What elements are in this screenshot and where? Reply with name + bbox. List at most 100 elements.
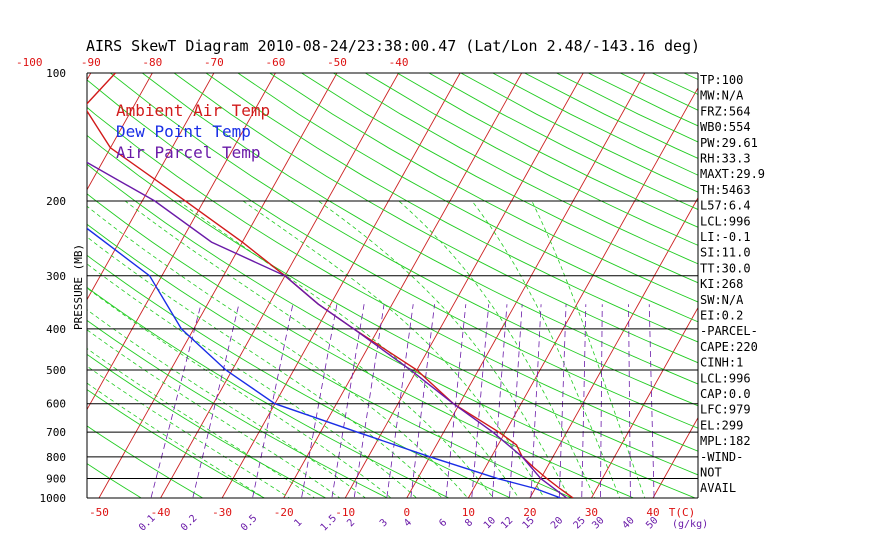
mixing-ratio-line bbox=[252, 304, 294, 498]
pressure-tick-label: 300 bbox=[46, 270, 66, 283]
index-label: WB0:554 bbox=[700, 120, 751, 134]
top-temp-tick-label: -80 bbox=[142, 56, 162, 69]
moist-adiabat-line bbox=[87, 263, 418, 498]
index-label: MW:N/A bbox=[700, 89, 744, 103]
index-label: PW:29.61 bbox=[700, 136, 758, 150]
bottom-temp-tick-label: 0 bbox=[403, 506, 410, 519]
index-label: L57:6.4 bbox=[700, 199, 751, 213]
ticks: -120-110-100-90-80-70-60-50-40-50-40-30-… bbox=[16, 56, 708, 534]
mixing-ratio-label: 0.2 bbox=[179, 513, 200, 534]
mixing-ratio-line bbox=[628, 304, 631, 498]
index-label: SI:11.0 bbox=[700, 246, 751, 260]
isobars: 100 200 300 400 500 600 700 800 900 1000 bbox=[40, 67, 699, 505]
dry-adiabat-line bbox=[87, 254, 512, 498]
mixing-ratio-line bbox=[558, 304, 567, 498]
moist-adiabat-line bbox=[87, 382, 266, 498]
dry-adiabat-line bbox=[460, 73, 698, 193]
dry-adiabat-line bbox=[87, 389, 266, 498]
mixing-ratio-line bbox=[192, 304, 240, 498]
index-label: TH:5463 bbox=[700, 183, 751, 197]
series-line-0 bbox=[87, 73, 574, 498]
mixing-ratio-line bbox=[301, 304, 338, 498]
moist-adiabat-line bbox=[87, 309, 367, 498]
dry-adiabat-line bbox=[428, 73, 698, 210]
dry-adiabat-line bbox=[87, 353, 327, 498]
dry-adiabat-line bbox=[87, 134, 698, 476]
bottom-temp-tick-label: 10 bbox=[462, 506, 475, 519]
dry-adiabat-line bbox=[237, 73, 698, 323]
pressure-tick-label: 800 bbox=[46, 451, 66, 464]
dry-adiabat-line bbox=[748, 73, 870, 507]
top-temp-tick-label: -90 bbox=[81, 56, 101, 69]
dry-adiabat-line bbox=[142, 73, 698, 385]
moist-adiabat-line bbox=[471, 200, 621, 498]
mixing-ratio-line bbox=[509, 304, 523, 498]
legend: Ambient Air Temp Dew Point Temp Air Parcel… bbox=[116, 101, 270, 162]
mixing-ratio-line bbox=[600, 304, 603, 498]
isotherm-line bbox=[160, 73, 399, 498]
bottom-temp-tick-label: 40 bbox=[646, 506, 659, 519]
pressure-tick-label: 900 bbox=[46, 473, 66, 486]
mixing-ratio-label: 40 bbox=[621, 515, 637, 531]
index-label: -WIND- bbox=[700, 450, 743, 464]
index-label: EI:0.2 bbox=[700, 309, 743, 323]
moist-adiabat-line bbox=[124, 200, 494, 498]
top-temp-tick-label: -100 bbox=[16, 56, 43, 69]
isotherm-line bbox=[406, 73, 646, 498]
mixing-ratio-label: 3 bbox=[378, 517, 390, 529]
isotherm-line bbox=[344, 73, 584, 498]
mixing-ratio-label: 1 bbox=[292, 517, 304, 529]
moist-adiabat-line bbox=[178, 200, 520, 498]
mixing-ratio-line bbox=[491, 304, 508, 498]
moist-adiabat-line bbox=[87, 365, 291, 498]
pressure-tick-label: 600 bbox=[46, 398, 66, 411]
mixing-ratio-line bbox=[386, 304, 414, 498]
isotherm-line bbox=[652, 416, 698, 498]
isotherm-line bbox=[591, 306, 698, 498]
index-label: CAPE:220 bbox=[700, 340, 758, 354]
dry-adiabat-line bbox=[87, 425, 204, 498]
isotherm-line bbox=[87, 73, 276, 411]
top-temp-tick-label: -50 bbox=[327, 56, 347, 69]
bottom-temp-tick-label: -10 bbox=[335, 506, 355, 519]
mixing-ratio-line bbox=[530, 304, 542, 498]
mixing-ratio-label: 8 bbox=[463, 517, 475, 529]
pressure-tick-label: 700 bbox=[46, 426, 66, 439]
legend-entry: Dew Point Temp bbox=[116, 122, 251, 141]
moist-adiabat-line bbox=[242, 200, 545, 498]
dry-adiabat-line bbox=[87, 286, 450, 498]
top-temp-tick-label: -60 bbox=[266, 56, 286, 69]
mixing-ratio-label: 20 bbox=[549, 515, 565, 531]
index-label: EL:299 bbox=[700, 418, 743, 432]
isotherm-line bbox=[221, 73, 461, 498]
moist-adiabat-line bbox=[87, 205, 469, 498]
series-line-2 bbox=[87, 161, 568, 498]
isotherm-line bbox=[87, 73, 215, 301]
bottom-temp-tick-label: 20 bbox=[523, 506, 536, 519]
legend-entry: Air Parcel Temp bbox=[116, 143, 261, 162]
moist-adiabat-line bbox=[87, 348, 316, 498]
dry-adiabat-line bbox=[269, 73, 698, 303]
top-temp-tick-label: -40 bbox=[389, 56, 409, 69]
dry-adiabat-line bbox=[87, 193, 635, 498]
moist-adiabat-line bbox=[531, 200, 646, 498]
index-label: CINH:1 bbox=[700, 356, 743, 370]
mixing-ratio-line bbox=[648, 304, 655, 498]
index-label: MPL:182 bbox=[700, 434, 751, 448]
index-label: TP:100 bbox=[700, 73, 743, 87]
index-label: LCL:996 bbox=[700, 214, 751, 228]
isotherm-line bbox=[529, 196, 698, 498]
index-label: KI:268 bbox=[700, 277, 743, 291]
grid bbox=[87, 73, 870, 507]
index-label: SW:N/A bbox=[700, 293, 744, 307]
pressure-tick-label: 500 bbox=[46, 364, 66, 377]
x-axis-label: T(C) bbox=[669, 506, 696, 519]
top-temp-tick-label: -70 bbox=[204, 56, 224, 69]
index-label: MAXT:29.9 bbox=[700, 167, 765, 181]
mixing-ratio-label: 2 bbox=[345, 517, 357, 529]
moist-adiabat-line bbox=[87, 236, 443, 498]
index-label: AVAIL bbox=[700, 481, 736, 495]
index-label: LFC:979 bbox=[700, 403, 751, 417]
isotherm-line bbox=[87, 73, 153, 191]
dry-adiabat-line bbox=[205, 73, 698, 343]
